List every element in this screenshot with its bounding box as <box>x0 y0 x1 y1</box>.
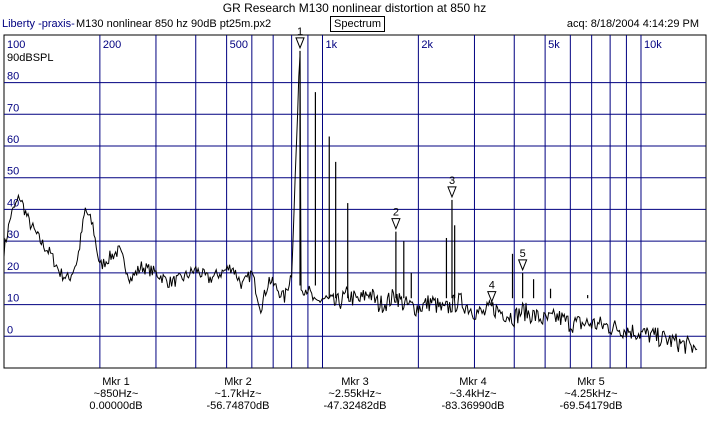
marker-triangle <box>487 291 497 303</box>
y-tick-label: 30 <box>7 229 19 241</box>
x-tick-label: 2k <box>421 39 433 51</box>
x-tick-label: 100 <box>7 39 25 51</box>
app-name: Liberty -praxis- <box>2 18 75 30</box>
x-tick-label: 10k <box>644 39 662 51</box>
y-tick-label: 20 <box>7 261 19 273</box>
x-tick-label: 500 <box>230 39 248 51</box>
marker-readout-2: Mkr 2 ~1.7kHz~ -56.74870dB <box>188 376 288 412</box>
marker-triangle <box>295 37 305 50</box>
acquisition-timestamp: acq: 8/18/2004 4:14:29 PM <box>566 18 699 30</box>
marker-number: 5 <box>520 248 526 260</box>
marker-frequency: ~2.55kHz~ <box>328 388 382 400</box>
marker-frequency: ~4.25kHz~ <box>564 388 618 400</box>
chart-title: GR Research M130 nonlinear distortion at… <box>222 1 487 15</box>
marker-frequency: ~1.7kHz~ <box>214 388 262 400</box>
plot-frame <box>3 34 707 369</box>
marker-number: 3 <box>449 175 455 187</box>
marker-frequency: ~3.4kHz~ <box>449 388 497 400</box>
marker-readout-3: Mkr 3 ~2.55kHz~ -47.32482dB <box>305 376 405 412</box>
x-tick-label: 1k <box>325 39 337 51</box>
marker-frequency: ~850Hz~ <box>93 388 139 400</box>
y-tick-label: 80 <box>7 71 19 83</box>
spectrum-trace <box>3 56 698 354</box>
marker-readout-4: Mkr 4 ~3.4kHz~ -83.36990dB <box>423 376 523 412</box>
marker-level: 0.00000dB <box>89 400 143 412</box>
marker-triangle <box>447 186 457 199</box>
y-tick-label: 70 <box>7 102 19 114</box>
marker-number: 2 <box>393 207 399 219</box>
y-tick-label: 60 <box>7 134 19 146</box>
marker-level: -69.54179dB <box>559 400 623 412</box>
marker-label: Mkr 2 <box>224 376 252 388</box>
marker-label: Mkr 4 <box>459 376 487 388</box>
y-tick-label: 40 <box>7 197 19 209</box>
file-name: M130 nonlinear 850 hz 90dB pt25m.px2 <box>76 18 272 30</box>
x-tick-label: 5k <box>548 39 560 51</box>
y-axis-label: 90dBSPL <box>7 52 53 64</box>
marker-label: Mkr 1 <box>102 376 130 388</box>
marker-level: -47.32482dB <box>323 400 387 412</box>
y-tick-label: 10 <box>7 293 19 305</box>
spectrum-button[interactable]: Spectrum <box>330 16 386 32</box>
marker-triangle <box>391 218 401 230</box>
marker-triangle <box>517 259 528 272</box>
marker-label: Mkr 3 <box>341 376 369 388</box>
x-tick-label: 200 <box>103 39 121 51</box>
marker-label: Mkr 5 <box>577 376 605 388</box>
y-tick-label: 50 <box>7 166 19 178</box>
marker-level: -83.36990dB <box>441 400 505 412</box>
marker-number: 4 <box>489 280 495 292</box>
y-tick-label: 0 <box>7 324 13 336</box>
marker-number: 1 <box>297 26 303 38</box>
marker-readout-5: Mkr 5 ~4.25kHz~ -69.54179dB <box>541 376 641 412</box>
marker-readout-1: Mkr 1 ~850Hz~ 0.00000dB <box>66 376 166 412</box>
marker-level: -56.74870dB <box>206 400 270 412</box>
